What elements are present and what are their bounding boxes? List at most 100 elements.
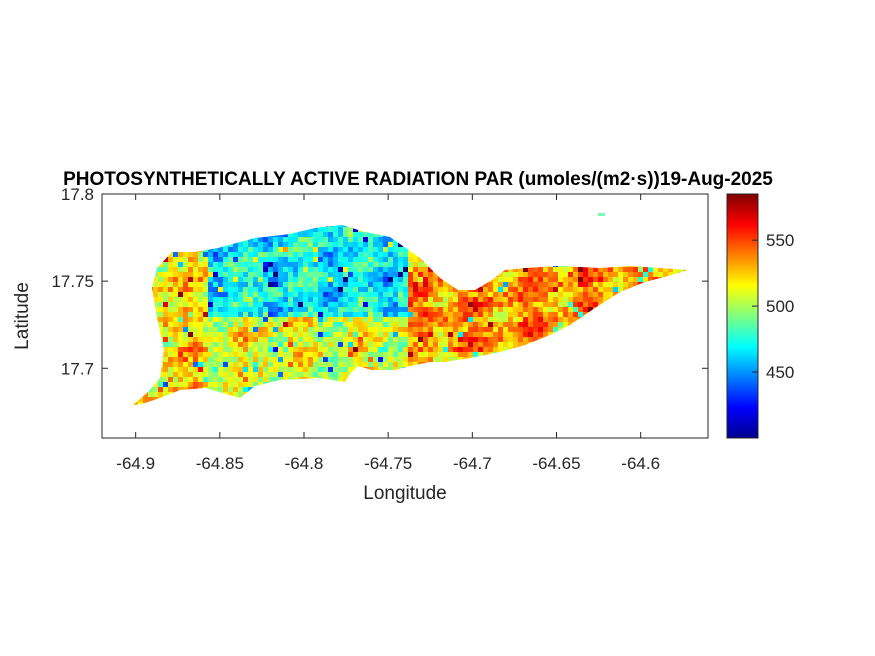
heatmap-cell <box>193 377 198 382</box>
heatmap-cell <box>528 287 533 292</box>
heatmap-cell <box>283 372 288 377</box>
heatmap-cell <box>418 357 423 362</box>
heatmap-cell <box>428 307 433 312</box>
heatmap-cell <box>338 252 343 257</box>
heatmap-cell <box>328 312 333 317</box>
heatmap-cell <box>413 347 418 352</box>
heatmap-cell <box>528 312 533 317</box>
heatmap-cell <box>493 342 498 347</box>
heatmap-cell <box>133 402 138 405</box>
heatmap-cell <box>393 277 398 282</box>
heatmap-cell <box>213 282 218 287</box>
heatmap-cell <box>553 312 558 317</box>
heatmap-cell <box>408 352 413 357</box>
heatmap-cell <box>543 307 548 312</box>
heatmap-cell <box>463 332 468 337</box>
heatmap-cell <box>208 307 213 312</box>
heatmap-cell <box>293 322 298 327</box>
heatmap-cell <box>168 297 173 302</box>
heatmap-cell <box>398 347 403 352</box>
heatmap-cell <box>428 337 433 342</box>
heatmap-cell <box>253 242 258 247</box>
heatmap-cell <box>348 282 353 287</box>
heatmap-cell <box>478 347 483 352</box>
heatmap-cell <box>273 247 278 252</box>
heatmap-cell <box>483 302 488 307</box>
heatmap-cell <box>388 252 393 257</box>
heatmap-cell <box>363 337 368 342</box>
heatmap-cell <box>363 237 368 242</box>
colorbar-tick-label: 550 <box>766 231 794 250</box>
heatmap-cell <box>248 372 253 377</box>
x-axis: -64.9 -64.85 -64.8 -64.75 -64.7 -64.65 -64.6 <box>116 194 660 473</box>
heatmap-cell <box>663 272 668 277</box>
heatmap-cell <box>343 227 348 232</box>
heatmap-cell <box>308 337 313 342</box>
heatmap-cell <box>248 272 253 277</box>
heatmap-cell <box>238 252 243 257</box>
small-cay <box>598 213 605 216</box>
heatmap-cell <box>258 317 263 322</box>
heatmap-cell <box>508 332 513 337</box>
heatmap-cell <box>268 317 273 322</box>
heatmap-cell <box>233 272 238 277</box>
heatmap-cell <box>433 342 438 347</box>
heatmap-cell <box>358 232 363 237</box>
heatmap-cell <box>608 282 613 287</box>
heatmap-cell <box>278 352 283 357</box>
heatmap-cell <box>478 327 483 332</box>
heatmap-cell <box>643 267 648 272</box>
heatmap-cell <box>283 357 288 362</box>
heatmap-cell <box>523 317 528 322</box>
heatmap-cell <box>153 297 158 302</box>
heatmap-cell <box>543 282 548 287</box>
heatmap-cell <box>613 282 618 287</box>
heatmap-cell <box>173 362 178 367</box>
heatmap-cell <box>243 297 248 302</box>
heatmap-cell <box>618 267 623 272</box>
heatmap-cell <box>268 237 273 242</box>
heatmap-cell <box>508 277 513 282</box>
heatmap-cell <box>313 247 318 252</box>
heatmap-cell <box>228 377 233 382</box>
heatmap-cell <box>513 302 518 307</box>
heatmap-cell <box>378 272 383 277</box>
heatmap-cell <box>463 327 468 332</box>
heatmap-cell <box>463 312 468 317</box>
heatmap-cell <box>293 367 298 372</box>
heatmap-cell <box>498 337 503 342</box>
heatmap-cell <box>253 332 258 337</box>
heatmap-cell <box>273 262 278 267</box>
heatmap-cell <box>178 317 183 322</box>
heatmap-cell <box>563 307 568 312</box>
heatmap-cell <box>253 347 258 352</box>
heatmap-cell <box>483 287 488 292</box>
heatmap-cell <box>353 282 358 287</box>
heatmap-cell <box>198 257 203 262</box>
heatmap-cell <box>233 352 238 357</box>
heatmap-cell <box>193 352 198 357</box>
heatmap-cell <box>448 337 453 342</box>
heatmap-cell <box>453 302 458 307</box>
heatmap-cell <box>293 337 298 342</box>
heatmap-cell <box>578 277 583 282</box>
heatmap-cell <box>318 332 323 337</box>
heatmap-cell <box>213 312 218 317</box>
heatmap-cell <box>328 362 333 367</box>
heatmap-cell <box>178 302 183 307</box>
heatmap-cell <box>198 337 203 342</box>
heatmap-cell <box>348 272 353 277</box>
heatmap-cell <box>303 372 308 377</box>
heatmap-cell <box>363 347 368 352</box>
heatmap-cell <box>388 337 393 342</box>
heatmap-cell <box>373 327 378 332</box>
heatmap-cell <box>378 337 383 342</box>
heatmap-cell <box>258 332 263 337</box>
heatmap-cell <box>628 272 633 277</box>
heatmap-cell <box>468 307 473 312</box>
heatmap-cell <box>483 332 488 337</box>
heatmap-cell <box>248 347 253 352</box>
heatmap-cell <box>268 377 273 382</box>
heatmap-cell <box>328 337 333 342</box>
